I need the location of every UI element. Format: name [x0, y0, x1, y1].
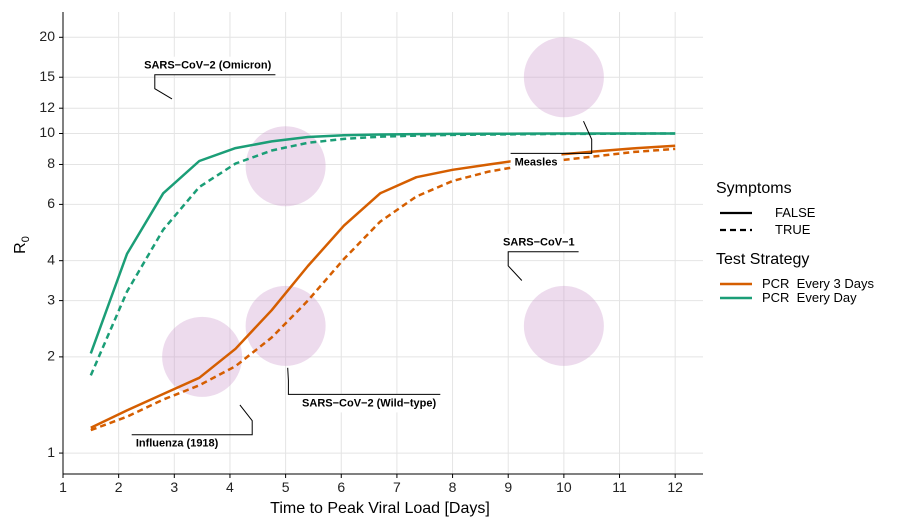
annotation-leader-line	[154, 74, 276, 100]
y-tick-label-8: 8	[47, 155, 55, 171]
y-tick-label-6: 6	[47, 195, 55, 211]
legend: Symptoms FALSE TRUE Test Strategy PCR Ev…	[716, 180, 874, 305]
x-tick-label-5: 5	[282, 479, 290, 495]
y-tick-label-20: 20	[39, 28, 55, 44]
y-tick-label-4: 4	[47, 251, 55, 267]
series-line-pcr-every-day-symptoms-true	[89, 132, 676, 376]
x-tick-label-3: 3	[170, 479, 178, 495]
annotation-box	[131, 434, 223, 453]
annotation-box	[297, 394, 441, 413]
x-tick-label-8: 8	[449, 479, 457, 495]
x-tick-label-1: 1	[59, 479, 67, 495]
legend-strategy-everyday-label: PCR Every Day	[762, 290, 857, 305]
y-tick-label-1: 1	[47, 444, 55, 460]
annotation-label: SARS−CoV−2 (Wild−type)	[302, 397, 436, 409]
annotation-label: SARS−CoV−2 (Omicron)	[144, 60, 271, 72]
annotation-leader-line	[131, 404, 253, 436]
y-tick-label-12: 12	[39, 99, 55, 115]
y-axis-title-main: R	[12, 242, 29, 254]
pathogen-marker-measles	[523, 37, 604, 118]
x-tick-label-12: 12	[667, 479, 683, 495]
legend-symptoms-title: Symptoms	[716, 180, 792, 197]
annotation-leader-line	[510, 120, 593, 154]
legend-strategy-every3-label: PCR Every 3 Days	[762, 276, 874, 291]
legend-symptoms-false-label: FALSE	[775, 205, 816, 220]
annotation-sars-cov-2-wild-type: SARS−CoV−2 (Wild−type)	[287, 367, 441, 413]
y-tick-label-3: 3	[47, 291, 55, 307]
annotation-label: Influenza (1918)	[136, 438, 219, 450]
annotation-leader-line	[507, 251, 579, 281]
annotation-influenza-1918: Influenza (1918)	[131, 404, 253, 453]
annotation-sars-cov-1: SARS−CoV−1	[499, 233, 579, 281]
annotation-sars-cov-2-omicron: SARS−CoV−2 (Omicron)	[139, 56, 276, 100]
annotation-box	[510, 153, 562, 172]
annotation-box	[499, 233, 579, 252]
y-axis-title-sub: 0	[20, 236, 32, 242]
annotation-label: Measles	[515, 156, 558, 168]
y-tick-label-2: 2	[47, 348, 55, 364]
x-tick-label-10: 10	[556, 479, 572, 495]
series-line-pcr-every-3-days-symptoms-true	[90, 147, 676, 432]
annotation-box	[139, 56, 276, 75]
pathogen-marker-sars-cov-2-omicron	[245, 126, 326, 207]
x-tick-label-11: 11	[612, 479, 627, 495]
pathogen-annotations: Influenza (1918) SARS−CoV−2 (Wild−type) SA…	[131, 56, 593, 453]
annotation-measles: Measles	[510, 120, 593, 172]
pathogen-marker-influenza-1918	[162, 316, 243, 397]
grid	[62, 12, 703, 474]
pathogen-marker-sars-cov-2-wild-type	[245, 285, 326, 366]
x-axis-title: Time to Peak Viral Load [Days]	[270, 500, 490, 517]
x-tick-label-4: 4	[226, 479, 234, 495]
y-tick-label-15: 15	[39, 68, 55, 84]
x-tick-label-9: 9	[504, 479, 512, 495]
y-tick-label-10: 10	[39, 124, 55, 140]
annotation-label: SARS−CoV−1	[503, 237, 575, 249]
annotation-leader-line	[287, 367, 441, 395]
legend-strategy-title: Test Strategy	[716, 251, 809, 268]
pathogen-markers	[162, 37, 604, 397]
x-tick-label-7: 7	[393, 479, 401, 495]
x-tick-label-6: 6	[337, 479, 345, 495]
pathogen-marker-sars-cov-1	[523, 285, 604, 366]
legend-symptoms-true-label: TRUE	[775, 222, 811, 237]
x-tick-label-2: 2	[115, 479, 123, 495]
y-axis-title: R0	[12, 236, 32, 254]
